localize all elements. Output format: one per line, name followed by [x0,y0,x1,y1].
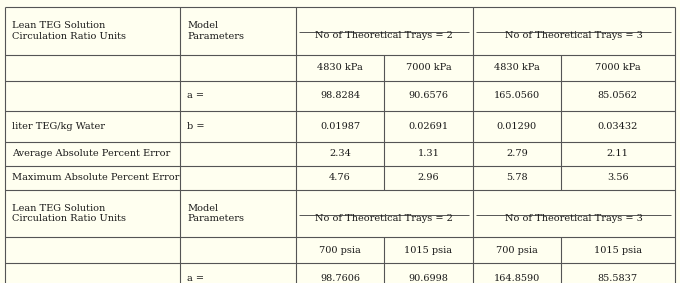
Text: 4.76: 4.76 [329,173,351,182]
Text: 7000 kPa: 7000 kPa [595,63,641,72]
Text: Lean TEG Solution
Circulation Ratio Units: Lean TEG Solution Circulation Ratio Unit… [12,21,126,40]
Bar [5,81,675,111]
Bar [5,263,675,283]
Bar [5,237,675,263]
Text: 2.79: 2.79 [506,149,528,158]
Bar [5,55,675,81]
Bar [5,111,675,142]
Text: 2.96: 2.96 [418,173,439,182]
Text: 700 psia: 700 psia [319,246,361,255]
Text: 0.03432: 0.03432 [598,122,638,131]
Text: 164.8590: 164.8590 [494,274,540,283]
Text: 4830 kPa: 4830 kPa [494,63,540,72]
Text: liter TEG/kg Water: liter TEG/kg Water [12,122,105,131]
Text: 1015 psia: 1015 psia [405,246,452,255]
Text: 3.56: 3.56 [607,173,628,182]
Text: Lean TEG Solution
Circulation Ratio Units: Lean TEG Solution Circulation Ratio Unit… [12,204,126,223]
Text: 0.01290: 0.01290 [496,122,537,131]
Text: 98.7606: 98.7606 [320,274,360,283]
Bar [5,190,675,237]
Text: 1015 psia: 1015 psia [594,246,642,255]
Text: 7000 kPa: 7000 kPa [405,63,452,72]
Text: 165.0560: 165.0560 [494,91,540,100]
Text: No of Theoretical Trays = 3: No of Theoretical Trays = 3 [505,31,643,40]
Text: Average Absolute Percent Error: Average Absolute Percent Error [12,149,171,158]
Text: 90.6576: 90.6576 [409,91,448,100]
Text: 0.02691: 0.02691 [408,122,449,131]
Text: 2.11: 2.11 [607,149,629,158]
Bar [5,7,675,55]
Text: 2.34: 2.34 [329,149,351,158]
Bar [5,142,675,166]
Text: 85.5837: 85.5837 [598,274,638,283]
Text: Model
Parameters: Model Parameters [187,204,244,223]
Text: 85.0562: 85.0562 [598,91,638,100]
Text: a =: a = [187,91,204,100]
Text: No of Theoretical Trays = 2: No of Theoretical Trays = 2 [316,214,453,223]
Text: No of Theoretical Trays = 2: No of Theoretical Trays = 2 [316,31,453,40]
Text: 0.01987: 0.01987 [320,122,360,131]
Text: 5.78: 5.78 [506,173,528,182]
Text: 1.31: 1.31 [418,149,439,158]
Text: Maximum Absolute Percent Error: Maximum Absolute Percent Error [12,173,180,182]
Text: No of Theoretical Trays = 3: No of Theoretical Trays = 3 [505,214,643,223]
Bar [5,166,675,190]
Text: 90.6998: 90.6998 [409,274,448,283]
Text: b =: b = [187,122,205,131]
Text: 700 psia: 700 psia [496,246,538,255]
Text: 98.8284: 98.8284 [320,91,360,100]
Text: a =: a = [187,274,204,283]
Text: 4830 kPa: 4830 kPa [317,63,363,72]
Text: Model
Parameters: Model Parameters [187,21,244,40]
